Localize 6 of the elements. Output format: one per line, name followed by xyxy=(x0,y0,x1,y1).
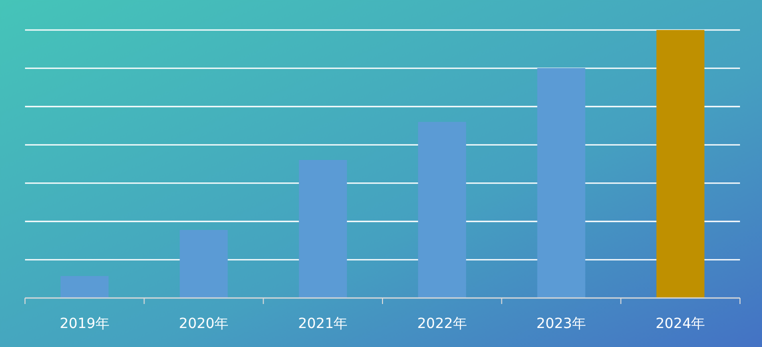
x-tick-label: 2022年 xyxy=(417,316,467,332)
x-tick-label: 2019年 xyxy=(60,316,110,332)
x-tick-label: 2024年 xyxy=(656,316,706,332)
x-tick-label: 2021年 xyxy=(298,316,348,332)
x-tick-label: 2023年 xyxy=(536,316,586,332)
x-tick-label: 2020年 xyxy=(178,316,229,332)
